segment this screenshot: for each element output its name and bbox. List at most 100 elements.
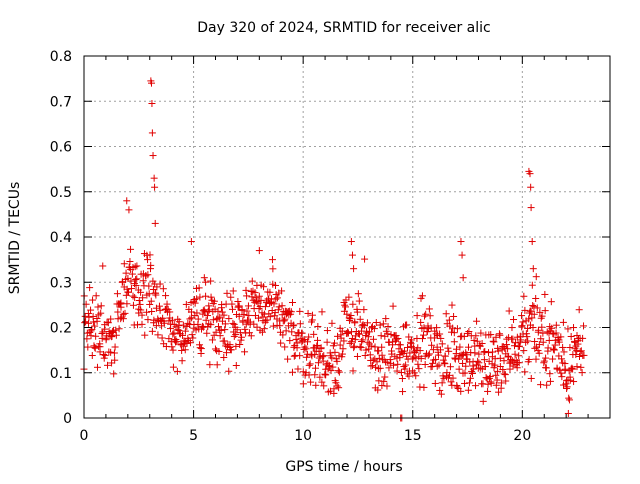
data-point [440,359,448,367]
data-point [446,363,454,371]
data-point [540,357,548,365]
data-point [232,342,240,350]
data-point [552,329,560,337]
data-point [453,383,461,391]
data-point [484,387,492,395]
data-point [551,341,559,349]
data-point [482,374,490,382]
data-point [168,316,176,324]
data-point [125,288,133,296]
data-point [227,293,235,301]
data-point [359,336,367,344]
data-point [565,394,573,402]
data-point [527,204,535,212]
data-point [125,206,133,214]
data-point [220,354,228,362]
data-point [260,325,268,333]
data-point [361,352,369,360]
data-point [517,336,525,344]
data-point [369,335,377,343]
y-tick-label: 0.5 [50,185,72,201]
data-point [94,303,102,311]
data-point [563,385,571,393]
data-point [202,278,210,286]
data-point [481,363,489,371]
data-point [174,326,182,334]
data-point [188,331,196,339]
data-point [335,384,343,392]
data-point [319,357,327,365]
data-point [328,319,336,327]
data-point [122,269,130,277]
data-point [273,294,281,302]
data-point [546,370,554,378]
data-point [408,355,416,363]
data-point [542,364,550,372]
data-point [475,350,483,358]
data-point [573,363,581,371]
data-point [563,383,571,391]
data-point [104,361,112,369]
data-point [351,319,359,327]
data-point [290,321,298,329]
data-point [123,197,131,205]
data-point [217,326,225,334]
data-point [307,378,315,386]
data-point [535,341,543,349]
data-point [311,371,319,379]
data-point [468,370,476,378]
data-point [195,284,203,292]
data-point [346,315,354,323]
data-point [389,361,397,369]
data-point [475,359,483,367]
data-point [318,308,326,316]
data-point [524,337,532,345]
data-point [245,311,253,319]
data-point [181,346,189,354]
data-point [243,292,251,300]
data-point [372,319,380,327]
data-point [464,386,472,394]
data-point [328,354,336,362]
data-point [338,327,346,335]
data-point [136,300,144,308]
data-point [508,324,516,332]
data-point [398,375,406,383]
data-point [170,329,178,337]
data-point [392,335,400,343]
data-point [527,307,535,315]
data-point [196,341,204,349]
data-point [241,325,249,333]
data-point [500,357,508,365]
data-point [234,303,242,311]
data-point [538,323,546,331]
data-point [346,316,354,324]
data-point [111,343,119,351]
data-point [429,359,437,367]
data-point [350,265,358,273]
data-point [546,377,554,385]
data-point [466,374,474,382]
data-point [318,378,326,386]
data-point [108,332,116,340]
data-point [241,348,249,356]
data-point [199,323,207,331]
data-point [492,333,500,341]
data-point [255,247,263,255]
data-point [320,382,328,390]
data-point [240,311,248,319]
data-point [150,174,158,182]
data-point [275,303,283,311]
data-point [426,312,434,320]
data-point [532,273,540,281]
data-point [469,365,477,373]
data-point [464,343,472,351]
data-point [265,310,273,318]
data-point [143,308,151,316]
data-point [552,321,560,329]
data-point [530,303,538,311]
data-point [535,349,543,357]
data-point [509,362,517,370]
data-point [166,308,174,316]
